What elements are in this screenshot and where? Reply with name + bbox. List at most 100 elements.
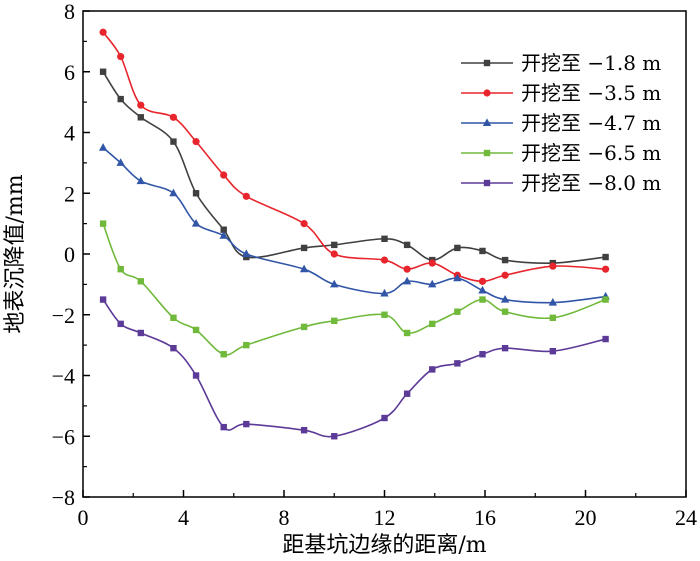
legend: 开挖至 −1.8 m 开挖至 −3.5 m 开挖至 −4.7 m 开挖至 −6.5 m…	[461, 51, 661, 195]
y-tick-label: −6	[52, 424, 75, 449]
data-point	[300, 220, 308, 228]
data-point	[602, 335, 609, 343]
data-point	[478, 285, 487, 294]
data-point	[220, 351, 227, 358]
y-axis-title: 地表沉降值/mm	[3, 174, 28, 333]
data-point	[170, 314, 177, 321]
data-point	[300, 244, 308, 252]
data-point	[192, 190, 200, 197]
data-point	[220, 423, 227, 431]
data-point	[602, 296, 609, 303]
data-point	[403, 390, 411, 397]
data-point	[331, 317, 338, 325]
data-point	[501, 344, 509, 352]
data-point	[137, 329, 144, 337]
x-tick-label: 12	[374, 505, 396, 530]
data-point	[602, 265, 610, 273]
data-point	[116, 158, 125, 166]
data-point	[501, 271, 509, 279]
data-point	[300, 323, 308, 331]
data-point	[403, 265, 411, 273]
y-tick-label: −4	[52, 364, 75, 389]
data-point	[242, 192, 250, 200]
data-point	[99, 220, 107, 227]
data-point	[219, 231, 228, 239]
y-tick-label: 6	[64, 60, 75, 85]
data-point	[98, 143, 108, 151]
y-tick-label: 2	[64, 181, 75, 206]
data-point	[429, 320, 436, 328]
data-point	[549, 348, 557, 355]
data-point	[479, 296, 486, 303]
data-point	[117, 320, 124, 328]
data-point	[243, 341, 250, 349]
data-point	[117, 95, 124, 103]
data-point	[117, 265, 124, 273]
data-point	[501, 308, 509, 315]
x-tick-label: 8	[279, 505, 290, 530]
data-point	[300, 426, 308, 434]
data-point	[299, 264, 309, 273]
x-tick-label: 16	[474, 505, 496, 530]
y-tick-label: −2	[52, 303, 75, 328]
series-5	[99, 296, 609, 440]
legend-item: 开挖至 −4.7 m	[461, 111, 661, 135]
legend-label: 开挖至 −3.5 m	[521, 81, 661, 105]
data-point	[169, 188, 178, 197]
data-point	[330, 250, 338, 258]
y-tick-label: 4	[64, 121, 75, 146]
data-point	[242, 249, 251, 257]
data-point	[429, 366, 436, 373]
series-3	[98, 143, 610, 306]
legend-marker	[483, 59, 491, 67]
data-point	[548, 298, 558, 306]
x-tick-label: 24	[675, 505, 697, 530]
data-point	[170, 344, 177, 352]
data-point	[454, 244, 461, 252]
data-point	[99, 68, 107, 75]
data-point	[501, 256, 509, 264]
y-tick-label: 0	[64, 242, 75, 267]
data-point	[137, 114, 144, 121]
data-point	[549, 262, 557, 270]
data-point	[117, 52, 125, 61]
x-tick-label: 0	[78, 505, 89, 530]
data-point	[192, 138, 200, 146]
data-point	[136, 176, 145, 185]
y-tick-label: −8	[52, 485, 75, 510]
data-point	[99, 296, 107, 303]
legend-label: 开挖至 −1.8 m	[521, 51, 661, 75]
data-point	[220, 226, 227, 233]
x-tick-label: 20	[575, 505, 597, 530]
legend-label: 开挖至 −6.5 m	[521, 141, 661, 165]
data-point	[331, 241, 338, 249]
series-layer	[98, 28, 610, 440]
data-point	[243, 253, 250, 261]
data-point	[220, 171, 228, 179]
legend-item: 开挖至 −6.5 m	[461, 141, 661, 165]
data-point	[428, 259, 436, 267]
data-point	[243, 420, 250, 428]
data-point	[454, 308, 461, 315]
data-point	[403, 329, 411, 337]
legend-marker	[483, 149, 491, 157]
data-point	[191, 219, 201, 227]
data-point	[403, 241, 411, 249]
data-point	[137, 278, 144, 285]
data-point	[479, 351, 486, 358]
data-point	[380, 288, 389, 297]
legend-marker	[483, 179, 491, 187]
data-point	[99, 28, 107, 36]
legend-item: 开挖至 −8.0 m	[461, 171, 661, 195]
legend-item: 开挖至 −3.5 m	[461, 81, 661, 105]
x-axis-title: 距基坑边缘的距离/m	[282, 533, 486, 558]
data-point	[500, 294, 510, 303]
data-point	[381, 414, 388, 422]
data-point	[454, 360, 461, 367]
data-point	[428, 279, 437, 288]
data-point	[602, 253, 609, 261]
data-point	[402, 276, 412, 285]
data-point	[331, 433, 338, 440]
legend-marker	[483, 89, 491, 97]
